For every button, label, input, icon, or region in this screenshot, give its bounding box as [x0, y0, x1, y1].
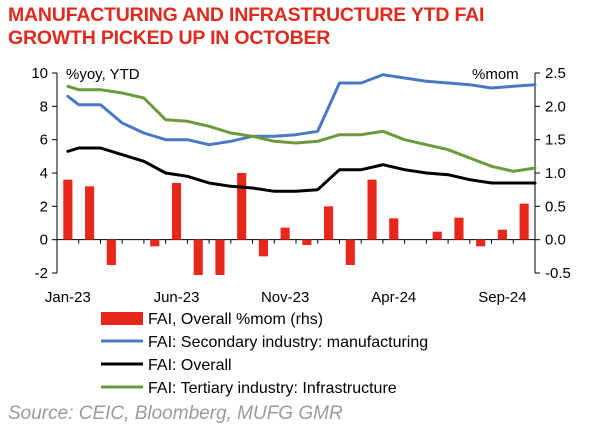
fai-mom-bar	[497, 229, 507, 240]
chart-legend: FAI, Overall %mom (rhs) FAI: Secondary in…	[101, 311, 428, 397]
manufacturing-line	[66, 73, 537, 147]
fai-mom-bar	[345, 239, 355, 265]
legend-item-infrastructure-label: FAI: Tertiary industry: Infrastructure	[148, 380, 397, 397]
chart-title: MANUFACTURING AND INFRASTRUCTURE YTD FAI…	[8, 4, 588, 50]
left-axis-unit-label: %yoy, YTD	[66, 66, 140, 83]
x-tick-label: Jun-23	[154, 289, 200, 306]
fai-mom-bar	[171, 183, 182, 240]
infrastructure-line	[66, 84, 537, 173]
right-tick-label: 1.0	[545, 165, 566, 182]
fai-mom-bar	[454, 217, 464, 240]
fai-mom-bar	[476, 239, 486, 247]
bar-series-group	[63, 173, 529, 275]
x-tick-label: Jan-23	[45, 289, 91, 306]
fai-mom-bar	[324, 206, 334, 240]
right-tick-label: 0.5	[545, 198, 566, 215]
fai-mom-bar	[432, 231, 442, 240]
fai-mom-bar	[302, 239, 312, 245]
fai-mom-bar	[367, 179, 377, 240]
fai-mom-bar	[258, 239, 268, 257]
left-tick-label: 0	[40, 232, 48, 249]
right-axis-unit-label: %mom	[472, 66, 519, 83]
source-note: Source: CEIC, Bloomberg, MUFG GMR	[8, 403, 343, 424]
fai-mom-bar	[215, 239, 225, 275]
right-tick-label: 2.0	[545, 98, 566, 115]
left-tick-label: -2	[35, 265, 48, 282]
right-tick-label: 2.5	[545, 65, 566, 82]
fai-mom-bar	[106, 239, 116, 265]
legend-item-fai-mom-swatch	[101, 312, 143, 325]
fai-mom-bar	[280, 227, 290, 240]
chart-axes: 10 8 6 4 2 0 -2 2.5 2.0 1.5 1.0 0.5 0.0 -0.5 Jan-23 Jun…	[31, 65, 571, 306]
legend-item-fai-mom-label: FAI, Overall %mom (rhs)	[148, 311, 323, 328]
left-tick-label: 6	[40, 132, 48, 149]
fai-mom-bar	[193, 239, 203, 275]
fai-mom-bar	[519, 203, 529, 240]
x-tick-label: Nov-23	[261, 289, 309, 306]
x-tick-label: Sep-24	[478, 289, 526, 306]
left-tick-label: 2	[40, 198, 48, 215]
right-tick-label: 1.5	[545, 132, 566, 149]
right-tick-label: -0.5	[545, 265, 571, 282]
fai-mom-bar	[85, 186, 95, 240]
line-series-group	[66, 73, 537, 193]
left-tick-label: 10	[31, 65, 48, 82]
x-tick-label: Apr-24	[371, 289, 416, 306]
fai-mom-bar	[63, 179, 73, 240]
axis-labels-group: %yoy, YTD %mom	[66, 66, 519, 83]
legend-item-overall-label: FAI: Overall	[148, 357, 232, 374]
fai-mom-bar	[389, 218, 399, 240]
chart-title-line-2: GROWTH PICKED UP IN OCTOBER	[8, 27, 331, 49]
left-tick-label: 4	[40, 165, 48, 182]
right-tick-label: 0.0	[545, 232, 566, 249]
overall-line	[66, 146, 537, 193]
legend-item-manufacturing-label: FAI: Secondary industry: manufacturing	[148, 334, 428, 351]
fai-mom-bar	[237, 173, 247, 240]
fai-mom-bar	[150, 239, 160, 247]
chart-title-line-1: MANUFACTURING AND INFRASTRUCTURE YTD FAI	[8, 4, 485, 26]
left-tick-label: 8	[40, 98, 48, 115]
